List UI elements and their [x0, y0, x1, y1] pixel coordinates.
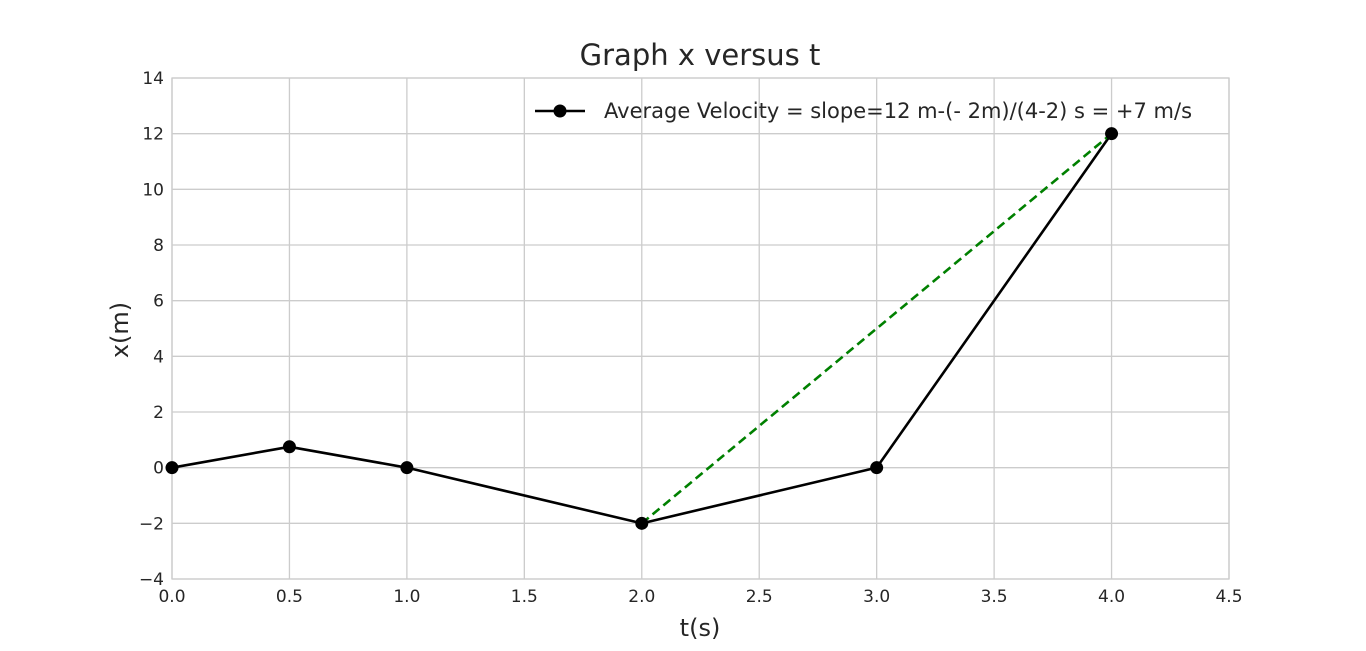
x-tick-label: 3.0 — [863, 587, 890, 607]
y-tick-label: −4 — [139, 570, 164, 590]
x-tick-label: 0.5 — [276, 587, 303, 607]
chart-title: Graph x versus t — [580, 38, 821, 72]
x-axis-label: t(s) — [680, 614, 721, 642]
x-tick-label: 4.0 — [1098, 587, 1125, 607]
gridlines — [171, 77, 1230, 580]
y-tick-label: −2 — [139, 514, 164, 534]
x-tick-label: 1.0 — [393, 587, 420, 607]
position-series-line — [171, 132, 1113, 525]
data-point — [165, 461, 179, 475]
y-tick-label: 14 — [142, 69, 164, 89]
x-tick-label: 1.5 — [511, 587, 538, 607]
average-velocity-secant-line — [640, 132, 1113, 525]
y-axis-ticks: −4 −2 0 2 4 6 8 10 12 14 — [139, 69, 164, 590]
y-tick-label: 10 — [142, 180, 164, 200]
y-tick-label: 8 — [153, 236, 164, 256]
legend-entry-label: Average Velocity = slope=12 m-(- 2m)/(4-… — [604, 99, 1192, 123]
data-point — [870, 461, 884, 475]
series-layer — [165, 127, 1119, 530]
data-point — [400, 461, 414, 475]
y-tick-label: 2 — [153, 403, 164, 423]
y-tick-label: 12 — [142, 125, 164, 145]
data-point — [1105, 127, 1119, 141]
legend-marker-swatch — [553, 104, 567, 118]
x-tick-label: 2.0 — [628, 587, 655, 607]
y-tick-label: 6 — [153, 292, 164, 312]
data-point — [282, 440, 296, 454]
x-tick-label: 0.0 — [158, 587, 185, 607]
y-tick-label: 0 — [153, 459, 164, 479]
data-point — [635, 516, 649, 530]
y-tick-label: 4 — [153, 347, 164, 367]
plot-frame — [171, 77, 1230, 580]
legend: Average Velocity = slope=12 m-(- 2m)/(4-… — [535, 99, 1192, 123]
x-axis-ticks: 0.0 0.5 1.0 1.5 2.0 2.5 3.0 3.5 4.0 4.5 — [158, 587, 1242, 607]
x-tick-label: 3.5 — [981, 587, 1008, 607]
x-tick-label: 4.5 — [1215, 587, 1242, 607]
y-axis-label: x(m) — [106, 302, 134, 358]
x-tick-label: 2.5 — [746, 587, 773, 607]
